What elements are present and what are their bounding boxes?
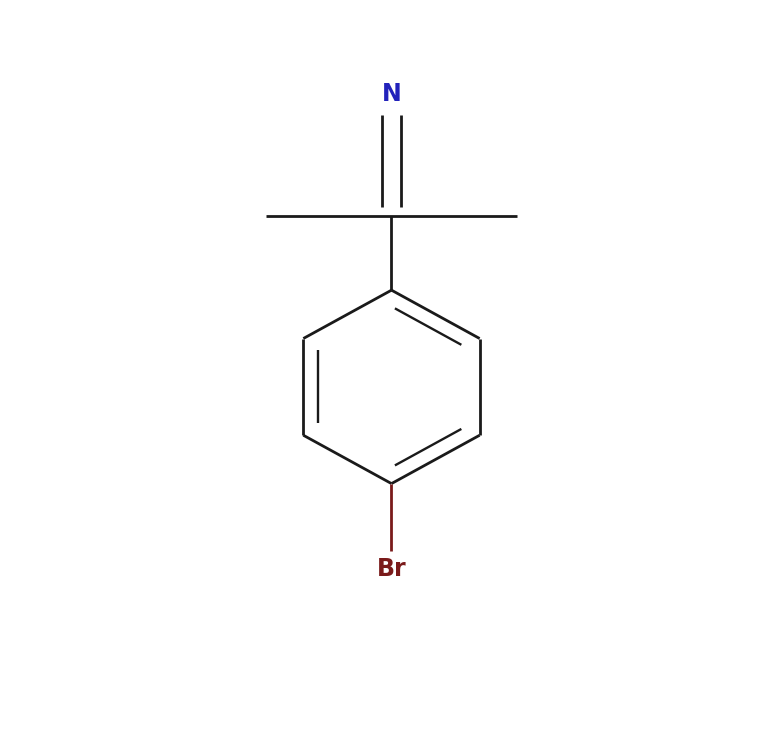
Text: N: N (381, 82, 402, 106)
Text: Br: Br (377, 557, 406, 580)
